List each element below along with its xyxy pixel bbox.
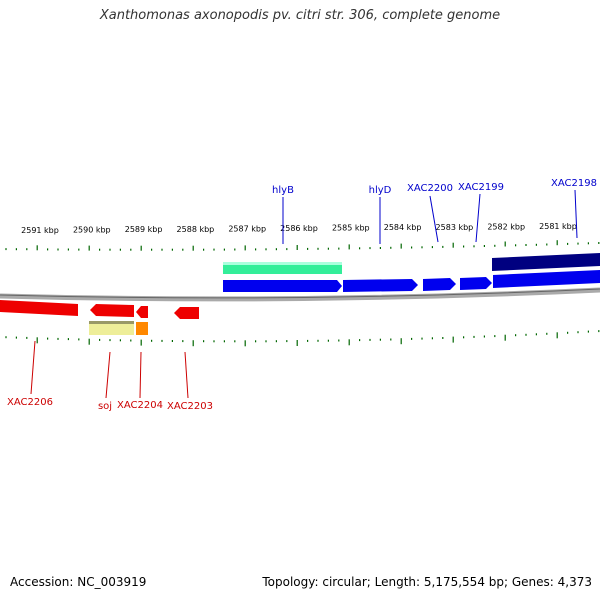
ruler-label: 2591 kbp xyxy=(21,226,59,235)
feature-dark-forward[interactable] xyxy=(492,253,600,271)
feature-highlight xyxy=(223,262,342,265)
genome-backbone xyxy=(0,287,600,302)
feature-XAC2206[interactable] xyxy=(0,300,78,316)
ruler-label: 2588 kbp xyxy=(177,225,215,234)
feature-hlyD[interactable] xyxy=(343,279,418,292)
genome-title: Xanthomonas axonopodis pv. citri str. 30… xyxy=(99,8,501,23)
feature-soj-pseudo-edge xyxy=(89,321,134,324)
ruler-label: 2582 kbp xyxy=(487,222,525,231)
feature-XAC2198[interactable] xyxy=(493,270,600,288)
ruler-labels: 2591 kbp 2590 kbp 2589 kbp 2588 kbp 2587 kbp… xyxy=(21,222,577,235)
ruler-label: 2583 kbp xyxy=(436,223,474,232)
label-XAC2199: XAC2199 xyxy=(458,182,504,193)
label-hlyD: hlyD xyxy=(369,185,392,196)
top-tick-ruler xyxy=(5,240,600,251)
ruler-label: 2584 kbp xyxy=(384,223,422,232)
reverse-gene-labels: XAC2206 soj XAC2204 XAC2203 xyxy=(7,397,213,412)
reverse-label-lines xyxy=(30,340,189,399)
ruler-label: 2585 kbp xyxy=(332,224,370,233)
reverse-features xyxy=(0,300,199,335)
genome-backbone-line xyxy=(0,288,600,299)
feature-XAC2204[interactable] xyxy=(136,306,148,318)
ruler-label: 2581 kbp xyxy=(539,222,577,231)
label-XAC2206: XAC2206 xyxy=(7,397,53,408)
accession-text: Accession: NC_003919 xyxy=(10,575,147,589)
label-hlyB: hlyB xyxy=(272,185,294,196)
genome-summary-text: Topology: circular; Length: 5,175,554 bp… xyxy=(262,575,592,589)
forward-gene-labels: hlyB hlyD XAC2200 XAC2199 XAC2198 xyxy=(272,178,597,196)
label-XAC2198: XAC2198 xyxy=(551,178,597,189)
feature-XAC2204-orange[interactable] xyxy=(136,322,148,335)
feature-XAC2200[interactable] xyxy=(423,278,456,291)
label-XAC2200: XAC2200 xyxy=(407,183,453,194)
forward-label-lines xyxy=(282,189,578,244)
feature-soj[interactable] xyxy=(90,304,134,317)
ruler-label: 2590 kbp xyxy=(73,226,111,235)
feature-XAC2203[interactable] xyxy=(174,307,199,319)
feature-XAC2199[interactable] xyxy=(460,277,492,290)
ruler-label: 2589 kbp xyxy=(125,225,163,234)
ruler-label: 2587 kbp xyxy=(228,224,266,233)
label-XAC2204: XAC2204 xyxy=(117,400,163,411)
label-XAC2203: XAC2203 xyxy=(167,401,213,412)
forward-features xyxy=(223,253,600,292)
label-soj: soj xyxy=(98,401,112,412)
bottom-tick-ruler xyxy=(5,330,600,347)
feature-soj-pseudo[interactable] xyxy=(89,321,134,335)
feature-hlyB[interactable] xyxy=(223,280,342,292)
ruler-label: 2586 kbp xyxy=(280,224,318,233)
